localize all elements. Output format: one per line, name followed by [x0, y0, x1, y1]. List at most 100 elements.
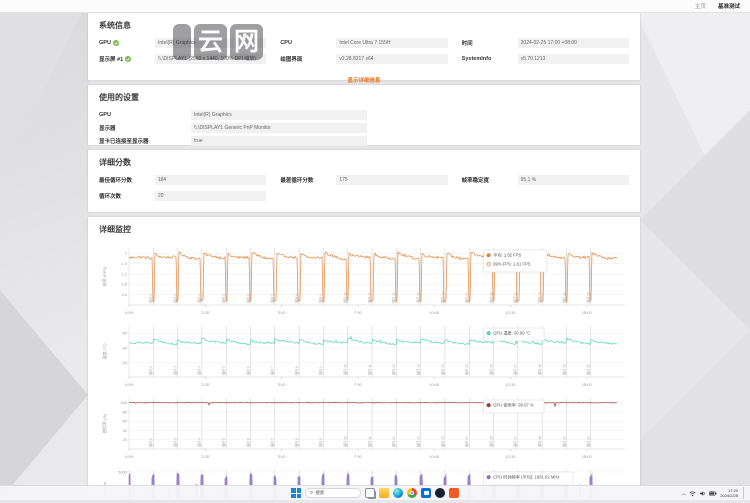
network-icon[interactable]	[689, 490, 696, 497]
svg-text:循环 9: 循环 9	[318, 294, 323, 303]
legend-marker-icon	[486, 331, 491, 336]
svg-text:循环 4: 循环 4	[197, 438, 202, 447]
svg-text:循环 13: 循环 13	[415, 436, 420, 447]
steam-icon[interactable]	[435, 488, 445, 498]
svg-text:循环 8: 循环 8	[294, 438, 299, 447]
3dmark-icon[interactable]	[449, 488, 459, 498]
svg-text:使用率 (%): 使用率 (%)	[101, 413, 107, 433]
svg-text:循环 2: 循环 2	[148, 294, 153, 303]
svg-text:循环 11: 循环 11	[367, 364, 372, 375]
svg-text:10:00: 10:00	[429, 454, 440, 459]
field-value: Intel(R) Graphics	[191, 109, 367, 120]
svg-text:2:30: 2:30	[201, 382, 210, 387]
svg-text:循环 15: 循环 15	[464, 292, 469, 303]
chart-legend: GPU 温度: 50.99 °C	[483, 327, 545, 342]
field-label: CPU	[280, 39, 292, 46]
svg-text:1.2: 1.2	[121, 271, 127, 276]
svg-text:2: 2	[125, 251, 128, 256]
battery-icon[interactable]	[709, 490, 717, 497]
top-navbar: 主页 基准测试	[0, 0, 750, 13]
svg-text:20: 20	[123, 437, 128, 442]
field-settings-connected: 显卡已连接至显示器 true	[99, 135, 629, 146]
field-label: 显示屏 #1	[99, 56, 124, 63]
nav-benchmarks[interactable]: 基准测试	[717, 4, 740, 10]
field-value: 20	[155, 190, 267, 201]
svg-text:循环 5: 循环 5	[221, 294, 226, 303]
svg-text:循环 19: 循环 19	[561, 436, 566, 447]
svg-text:循环 2: 循环 2	[148, 438, 153, 447]
series-gpu-temperature	[128, 335, 618, 346]
svg-text:循环 16: 循环 16	[488, 292, 493, 303]
results-page: 系统信息 GPU Intel(R) Graphics CPU Intel Cor…	[88, 13, 640, 503]
svg-text:循环 11: 循环 11	[367, 292, 372, 303]
background-shard	[640, 110, 750, 330]
field-best-loop: 最佳循环分数 184	[99, 174, 267, 185]
svg-text:循环 19: 循环 19	[561, 364, 566, 375]
show-details-link[interactable]: 显示详细信息	[347, 78, 381, 84]
system-info-title: 系统信息	[99, 21, 131, 30]
svg-text:循环 18: 循环 18	[537, 364, 542, 375]
verified-check-icon	[112, 39, 119, 46]
edge-icon[interactable]	[393, 488, 403, 498]
legend-marker-icon	[486, 253, 491, 258]
field-value: \\.\DISPLAY1 Generic PnP Monitor	[191, 122, 367, 133]
svg-text:循环 12: 循环 12	[391, 436, 396, 447]
taskbar-clock[interactable]: 17:20 2024/2/25	[720, 488, 738, 498]
volume-icon[interactable]	[699, 490, 706, 497]
field-settings-gpu: GPU Intel(R) Graphics	[99, 109, 629, 120]
svg-text:0:00: 0:00	[125, 382, 134, 387]
svg-text:12:30: 12:30	[505, 454, 516, 459]
show-desktop-button[interactable]	[743, 487, 746, 499]
svg-text:循环 7: 循环 7	[270, 438, 275, 447]
svg-text:0:00: 0:00	[125, 310, 134, 315]
search-label: 搜索	[315, 490, 325, 495]
field-loop-count: 循环次数 20	[99, 190, 267, 201]
svg-text:100: 100	[120, 400, 127, 405]
field-value: 2024-02-25 17:00 +08:00	[517, 37, 629, 48]
svg-text:循环 4: 循环 4	[197, 294, 202, 303]
svg-text:循环 17: 循环 17	[513, 292, 518, 303]
task-view-icon[interactable]	[365, 488, 375, 498]
svg-text:温度 (°C): 温度 (°C)	[101, 343, 107, 360]
svg-text:循环 10: 循环 10	[343, 364, 348, 375]
svg-text:循环 7: 循环 7	[270, 366, 275, 375]
monitor-chart-fps: 2 1.6 1.2 0.8 0.4 帧率 (FPS) 0:00 2:30 5:00 7:30 10:…	[99, 241, 629, 317]
svg-text:15:00: 15:00	[582, 382, 593, 387]
svg-text:0.8: 0.8	[121, 282, 127, 287]
svg-text:0:00: 0:00	[125, 454, 134, 459]
field-label: 帧率稳定度	[461, 177, 490, 184]
chevron-up-icon[interactable]: ︿	[681, 490, 687, 497]
svg-text:循环 20: 循环 20	[586, 436, 591, 447]
start-button[interactable]	[291, 488, 301, 498]
legend-marker-icon	[486, 475, 491, 480]
field-value: v2.28.8217 x64	[336, 53, 448, 64]
field-label: 时间	[461, 40, 473, 47]
field-label: GPU	[99, 111, 111, 118]
search-icon: ⌕	[310, 490, 314, 496]
file-explorer-icon[interactable]	[379, 488, 389, 498]
svg-text:循环 12: 循环 12	[391, 364, 396, 375]
chrome-icon[interactable]	[407, 488, 417, 498]
monitoring-title: 详细监控	[99, 225, 131, 234]
monitoring-card: 详细监控 2 1.6 1.2 0.8 0.4 帧率 (FPS) 0:00 2:30 5:00 7:…	[88, 217, 640, 498]
taskbar-search-input[interactable]: ⌕ 搜索	[305, 488, 361, 498]
monitor-chart-gpu-usage: 100 80 60 40 20 使用率 (%) 0:00 2:30 5:00 7:30 10:00 1…	[99, 391, 629, 461]
svg-text:12:30: 12:30	[505, 382, 516, 387]
field-time: 时间 2024-02-25 17:00 +08:00	[462, 37, 629, 48]
svg-text:60: 60	[123, 331, 128, 336]
field-value: 175	[336, 174, 448, 185]
svg-text:循环 20: 循环 20	[586, 292, 591, 303]
svg-text:12:30: 12:30	[505, 310, 516, 315]
nav-home[interactable]: 主页	[694, 4, 706, 10]
store-icon[interactable]	[421, 488, 431, 498]
svg-text:循环 15: 循环 15	[464, 436, 469, 447]
field-value: v5.70.1213	[517, 53, 629, 64]
svg-text:5:00: 5:00	[278, 310, 287, 315]
field-systeminfo: SystemInfo v5.70.1213	[462, 53, 629, 64]
legend-marker-icon	[486, 403, 491, 408]
legend-marker-icon	[486, 262, 491, 267]
svg-text:1.6: 1.6	[121, 261, 127, 266]
svg-text:循环 5: 循环 5	[221, 438, 226, 447]
field-worst-loop: 最差循环分数 175	[280, 174, 448, 185]
field-value: \\.\DISPLAY1 (2560 x 1440, 100% DPI 缩放)	[155, 53, 267, 64]
